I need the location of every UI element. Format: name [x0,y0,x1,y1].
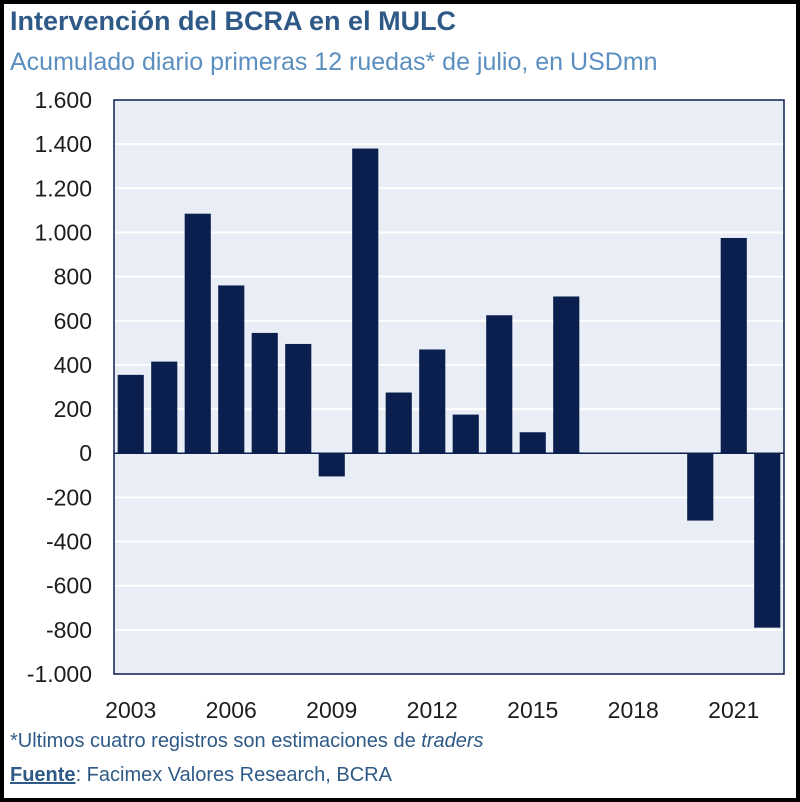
footnote-italic: traders [421,730,484,752]
bar-2004 [151,361,178,454]
y-tick-label: -400 [46,529,92,555]
x-tick-label: 2021 [708,697,759,723]
footnote: *Ultimos cuatro registros son estimacion… [10,730,484,753]
x-tick-label: 2012 [407,697,458,723]
bar-2003 [117,374,144,454]
bar-2007 [251,332,278,454]
bar-2020 [687,453,714,521]
bar-2015 [519,432,546,454]
footnote-text: *Ultimos cuatro registros son estimacion… [10,730,422,752]
y-tick-label: -600 [46,573,92,599]
y-tick-label: 1.600 [34,87,92,113]
x-tick-label: 2009 [306,697,357,723]
bar-2005 [184,213,211,454]
bar-2014 [486,315,513,454]
y-tick-label: 1.200 [34,175,92,201]
source-text: : Facimex Valores Research, BCRA [75,764,392,786]
bar-2006 [218,285,245,454]
x-tick-label: 2006 [206,697,257,723]
bar-2012 [419,349,446,454]
chart-title: Intervención del BCRA en el MULC [10,6,457,36]
y-tick-label: 600 [54,308,92,334]
y-tick-label: 200 [54,396,92,422]
y-tick-label: 400 [54,352,92,378]
bar-2022 [754,453,781,628]
y-tick-label: -800 [46,617,92,643]
bar-chart: 1.600 1.400 1.200 1.000 800 600 400 200 0 -200 -40… [27,87,785,723]
source-line: Fuente: Facimex Valores Research, BCRA [10,764,392,787]
y-tick-label: 1.400 [34,131,92,157]
x-tick-label: 2003 [105,697,156,723]
bar-2010 [352,148,379,454]
y-tick-label: 0 [79,440,92,466]
y-tick-label: -200 [46,484,92,510]
chart-subtitle: Acumulado diario primeras 12 ruedas* de … [10,48,658,76]
y-tick-label: 800 [54,264,92,290]
bar-2008 [285,343,312,454]
y-tick-label: 1.000 [34,219,92,245]
bar-2009 [318,453,345,477]
x-tick-label: 2018 [608,697,659,723]
bar-2016 [553,296,580,454]
source-label: Fuente [10,764,76,786]
plot-border [113,99,785,675]
bar-2013 [452,414,479,454]
bar-2021 [720,237,747,454]
y-tick-label: -1.000 [27,661,92,687]
x-tick-label: 2015 [507,697,558,723]
bar-2011 [385,392,412,454]
plot-area [114,100,784,674]
